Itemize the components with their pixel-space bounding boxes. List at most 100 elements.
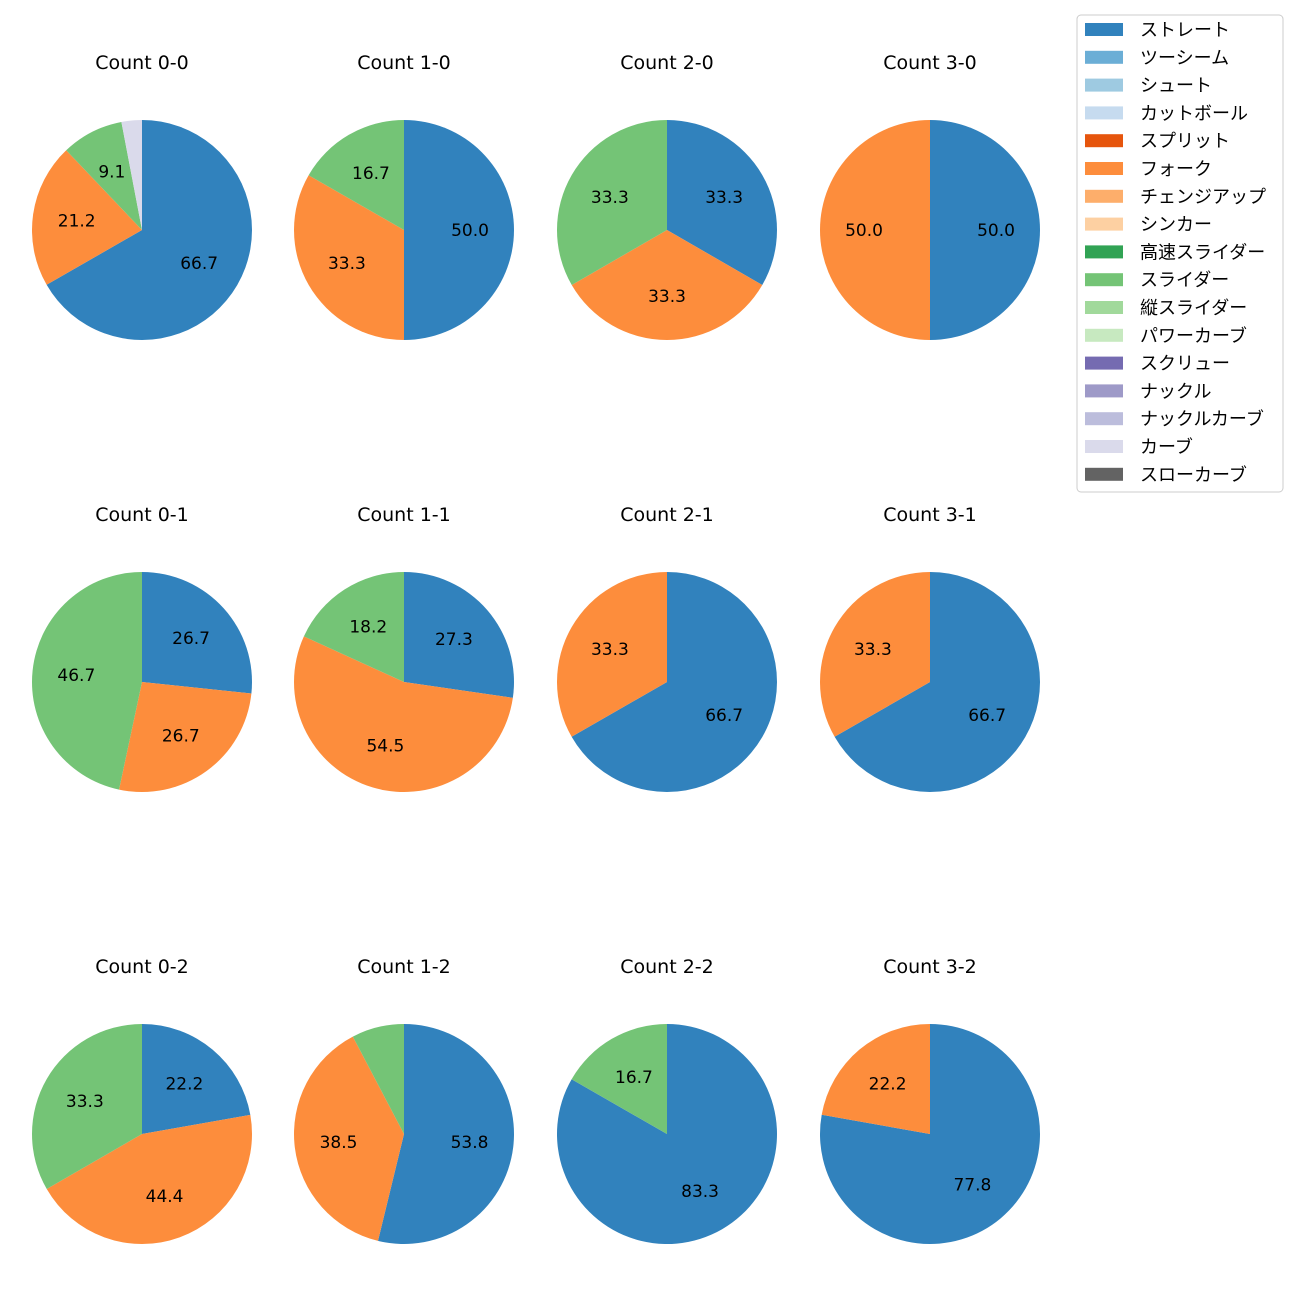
legend-entry: カットボール [1085,103,1248,124]
pie-slice [352,1024,404,1134]
legend-swatch [1085,412,1123,426]
legend-label: ツーシーム [1140,48,1229,69]
slice-label: 33.3 [591,640,629,660]
legend-swatch [1085,273,1123,287]
pie-title: Count 2-2 [620,956,714,978]
pie-slice [571,1023,667,1134]
slice-label: 33.3 [854,640,892,660]
pie-slice [820,1024,1041,1244]
legend-label: 高速スライダー [1140,242,1265,263]
legend-swatch [1085,134,1123,148]
pie-slice [667,120,777,285]
legend-entry: スプリット [1085,131,1230,152]
legend-label: ストレート [1140,20,1230,41]
slice-label: 46.7 [57,666,95,686]
pie-slice [31,150,142,285]
pie-slice [303,572,404,682]
slice-label: 26.7 [172,629,210,649]
pie-slice [31,572,142,790]
pie-title: Count 0-0 [95,52,189,74]
pie-3: Count 2-0 33.3 33.3 33.3 [556,52,777,341]
legend-swatch [1085,328,1123,342]
legend-swatch [1085,440,1123,453]
slice-label: 83.3 [681,1182,719,1202]
pie-slice [820,120,930,340]
pie-slice [404,572,514,698]
legend-swatch [1085,384,1123,398]
legend-label: スライダー [1140,270,1229,291]
legend-label: パワーカーブ [1140,325,1247,347]
legend-label: チェンジアップ [1140,187,1266,208]
pie-title: Count 1-0 [357,52,451,74]
pie-10: Count 1-2 53.8 38.5 [293,956,514,1244]
pie-slice [308,120,404,230]
legend-swatch [1085,162,1123,175]
slice-label: 66.7 [968,706,1006,726]
legend-swatch [1085,467,1123,481]
pie-slice [821,1024,930,1134]
slice-label: 50.0 [977,221,1015,241]
pie-slice [46,1114,253,1244]
pie-slice [556,572,667,737]
legend-swatch [1085,106,1123,120]
legend-entry: ストレート [1085,20,1230,41]
slice-label: 33.3 [328,254,366,274]
legend-entry: チェンジアップ [1085,187,1266,208]
slice-label: 26.7 [162,726,200,746]
legend-label: 縦スライダー [1140,298,1247,319]
pie-slice [820,572,930,737]
legend-swatch [1085,78,1123,92]
legend-entry: ナックル [1085,381,1211,402]
pie-title: Count 1-2 [357,956,451,978]
legend-entry: パワーカーブ [1085,325,1247,347]
slice-label: 53.8 [451,1133,489,1153]
legend-swatch [1085,23,1123,36]
pie-6: Count 1-1 27.3 54.5 18.2 [294,504,514,792]
slice-label: 66.7 [180,254,218,274]
slice-label: 50.0 [845,221,883,241]
legend-entry: スクリュー [1085,354,1230,375]
pie-slice [571,572,777,792]
legend-entry: 縦スライダー [1085,298,1247,319]
legend-entry: 高速スライダー [1085,242,1265,263]
pie-slice [121,120,142,230]
slice-label: 33.3 [705,188,743,208]
slice-label: 77.8 [953,1176,991,1196]
legend-label: フォーク [1140,159,1212,180]
pie-slice [404,120,514,340]
pie-title: Count 0-2 [95,956,189,978]
legend-label: スプリット [1140,131,1230,152]
pie-slice [377,1024,514,1244]
pie-slice [556,120,667,285]
pie-slice [142,1024,251,1134]
pie-title: Count 0-1 [95,504,189,526]
pie-slice [66,121,142,230]
legend-label: カーブ [1140,436,1193,458]
legend-label: スローカーブ [1140,464,1247,486]
legend-swatch [1085,356,1123,370]
slice-label: 54.5 [366,736,404,756]
pie-slice [119,682,252,792]
pie-slice [294,175,404,340]
slice-label: 22.2 [165,1074,203,1094]
pie-slice [294,636,513,792]
slice-label: 33.3 [591,188,629,208]
pies-layer: Count 0-0 66.7 21.2 9.1 Count 1-0 50.0 33.3 16.… [31,52,1041,1244]
slice-label: 21.2 [58,211,96,231]
slice-label: 18.2 [349,617,387,637]
pie-slice [142,572,253,694]
slice-label: 50.0 [451,221,489,241]
pie-slice [930,120,1040,340]
pie-7: Count 2-1 66.7 33.3 [556,504,777,792]
legend-label: シュート [1140,76,1212,97]
pie-title: Count 2-0 [620,52,714,74]
pie-12: Count 3-2 77.8 22.2 [820,956,1041,1244]
legend-entry: ナックルカーブ [1085,408,1264,430]
legend-swatch [1085,189,1123,203]
pie-title: Count 3-2 [883,956,977,978]
legend-label: ナックル [1140,381,1211,402]
legend-entry: シュート [1085,76,1212,97]
slice-label: 33.3 [648,287,686,307]
slice-label: 16.7 [352,164,390,184]
